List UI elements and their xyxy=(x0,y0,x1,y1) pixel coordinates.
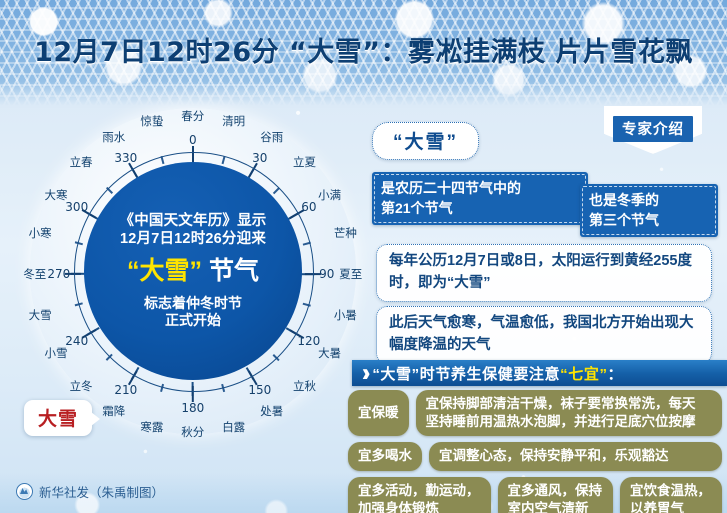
wheel-term-degree: 240 xyxy=(65,334,89,348)
double-chevron-right-icon: ›› xyxy=(362,359,371,387)
banner-highlight: “七宜” xyxy=(560,365,608,383)
banner-text: “大雪”时节养生保健要注意“七宜”： xyxy=(372,363,623,384)
wheel-term-name: 夏至 xyxy=(339,267,363,281)
tip-row: 宜多活动，勤运动， 加强身体锻炼 宜多通风，保持 室内空气清新 宜饮食温热， 以养胃… xyxy=(348,476,722,513)
wheel-term-name: 大寒 xyxy=(44,188,68,202)
tip-row: 宜保暖 宜保持脚部清洁干燥，袜子要常换常洗，每天 坚持睡前用温热水泡脚，并进行足底… xyxy=(348,390,722,437)
wheel-term-name: 立夏 xyxy=(293,155,317,170)
credit-text: 新华社发（朱禹制图） xyxy=(39,486,165,500)
daxue-pill-title: “大雪” xyxy=(372,122,480,160)
expert-intro-badge: 专家介绍 xyxy=(594,106,712,154)
wheel-term-name: 雨水 xyxy=(102,130,126,145)
tip-detail-chip: 宜保持脚部清洁干燥，袜子要常换常洗，每天 坚持睡前用温热水泡脚，并进行足底穴位按… xyxy=(415,390,722,437)
fact-box-2-text: 也是冬季的 第三个节气 xyxy=(589,192,659,229)
wheel-outer-ring xyxy=(74,152,314,392)
wheel-term-name: 清明 xyxy=(222,114,246,129)
wheel-term-name: 小寒 xyxy=(28,226,52,241)
wheel-term-degree: 90 xyxy=(319,267,335,281)
wheel-term-name: 大暑 xyxy=(318,346,342,360)
tip-row: 宜多喝水 宜调整心态，保持安静平和，乐观豁达 xyxy=(348,442,722,471)
expert-intro-label: 专家介绍 xyxy=(613,116,693,142)
tip-detail-chip: 宜调整心态，保持安静平和，乐观豁达 xyxy=(429,442,722,471)
banner-prefix: “大雪”时节养生保健要注意 xyxy=(372,365,561,383)
center-line-1: 《中国天文年历》显示 xyxy=(119,213,267,230)
tip-label-chip: 宜保暖 xyxy=(348,390,409,437)
wheel-term-degree: 270 xyxy=(47,267,71,281)
wheel-term-degree: 120 xyxy=(297,334,321,348)
daxue-callout-badge: 大雪 xyxy=(24,400,101,436)
tip-detail-chip: 宜饮食温热， 以养胃气 xyxy=(620,476,722,513)
wheel-inner-disc xyxy=(84,162,302,380)
tip-label-chip: 宜多喝水 xyxy=(348,442,422,471)
wheel-term-name: 惊蛰 xyxy=(140,114,164,129)
note-box-1: 每年公历12月7日或8日，太阳运行到黄经255度时，即为“大雪” xyxy=(376,244,712,302)
wheel-term-name: 立春 xyxy=(69,155,93,170)
center-line-3: 标志着仲冬时节 xyxy=(144,294,242,311)
wheel-term-degree: 180 xyxy=(181,401,205,415)
wheel-term-name: 春分 xyxy=(181,109,205,123)
fact-box-2: 也是冬季的 第三个节气 xyxy=(580,184,718,237)
center-headline-rest: 节气 xyxy=(202,256,259,285)
wheel-term-name: 寒露 xyxy=(140,419,164,434)
wheel-term-name: 白露 xyxy=(222,419,246,434)
center-headline-highlight: “大雪” xyxy=(127,256,203,285)
wheel-term-name: 立秋 xyxy=(293,378,317,393)
wheel-term-degree: 0 xyxy=(188,133,197,147)
center-line-4: 正式开始 xyxy=(165,312,221,329)
wheel-term-name: 芒种 xyxy=(333,226,357,241)
health-tips-list: 宜保暖 宜保持脚部清洁干燥，袜子要常换常洗，每天 坚持睡前用温热水泡脚，并进行足底… xyxy=(348,390,722,513)
center-line-2: 12月7日12时26分迎来 xyxy=(119,231,267,248)
wheel-term-degree: 30 xyxy=(252,150,268,165)
credit-line: 新华社发（朱禹制图） xyxy=(16,482,164,501)
center-headline: “大雪” 节气 xyxy=(127,256,259,287)
wheel-term-name: 冬至 xyxy=(23,267,47,281)
wheel-term-degree: 300 xyxy=(65,200,89,214)
banner-suffix: ： xyxy=(607,365,624,383)
note-box-2: 此后天气愈寒，气温愈低，我国北方开始出现大幅度降温的天气 xyxy=(376,306,712,364)
wheel-term-name: 小满 xyxy=(318,188,342,202)
wheel-term-degree: 60 xyxy=(301,200,317,214)
tip-detail-chip: 宜多通风，保持 室内空气清新 xyxy=(497,476,613,513)
wheel-term-name: 立冬 xyxy=(69,378,93,393)
wheel-term-degree: 330 xyxy=(114,150,138,165)
fact-box-1-text: 是农历二十四节气中的 第21个节气 xyxy=(381,180,521,217)
health-tips-banner: ›› “大雪”时节养生保健要注意“七宜”： xyxy=(352,360,727,386)
fact-box-1: 是农历二十四节气中的 第21个节气 xyxy=(372,172,588,225)
page-title: 12月7日12时26分 “大雪”：雾凇挂满枝 片片雪花飘 xyxy=(34,37,693,68)
wheel-term-name: 大雪 xyxy=(28,307,52,322)
wheel-term-degree: 210 xyxy=(114,383,138,398)
wheel-term-name: 小雪 xyxy=(44,346,68,360)
tip-detail-chip: 宜多活动，勤运动， 加强身体锻炼 xyxy=(348,476,491,513)
wheel-center-text: 《中国天文年历》显示 12月7日12时26分迎来 “大雪” 节气 标志着仲冬时节… xyxy=(84,162,302,380)
xinhua-logo-icon xyxy=(16,483,33,500)
solar-term-wheel: 春分 0 清明 谷雨 30 立夏小满 60 芒种夏至 90 小暑大暑 120 立秋 处暑 150 白露 秋分 1… xyxy=(22,104,362,444)
wheel-term-name: 谷雨 xyxy=(260,130,284,145)
wheel-term-name: 小暑 xyxy=(333,307,357,322)
wheel-term-name: 处暑 xyxy=(260,403,284,418)
wheel-term-name: 霜降 xyxy=(102,403,126,418)
wheel-term-name: 秋分 xyxy=(181,425,205,439)
wheel-term-degree: 150 xyxy=(248,383,272,398)
